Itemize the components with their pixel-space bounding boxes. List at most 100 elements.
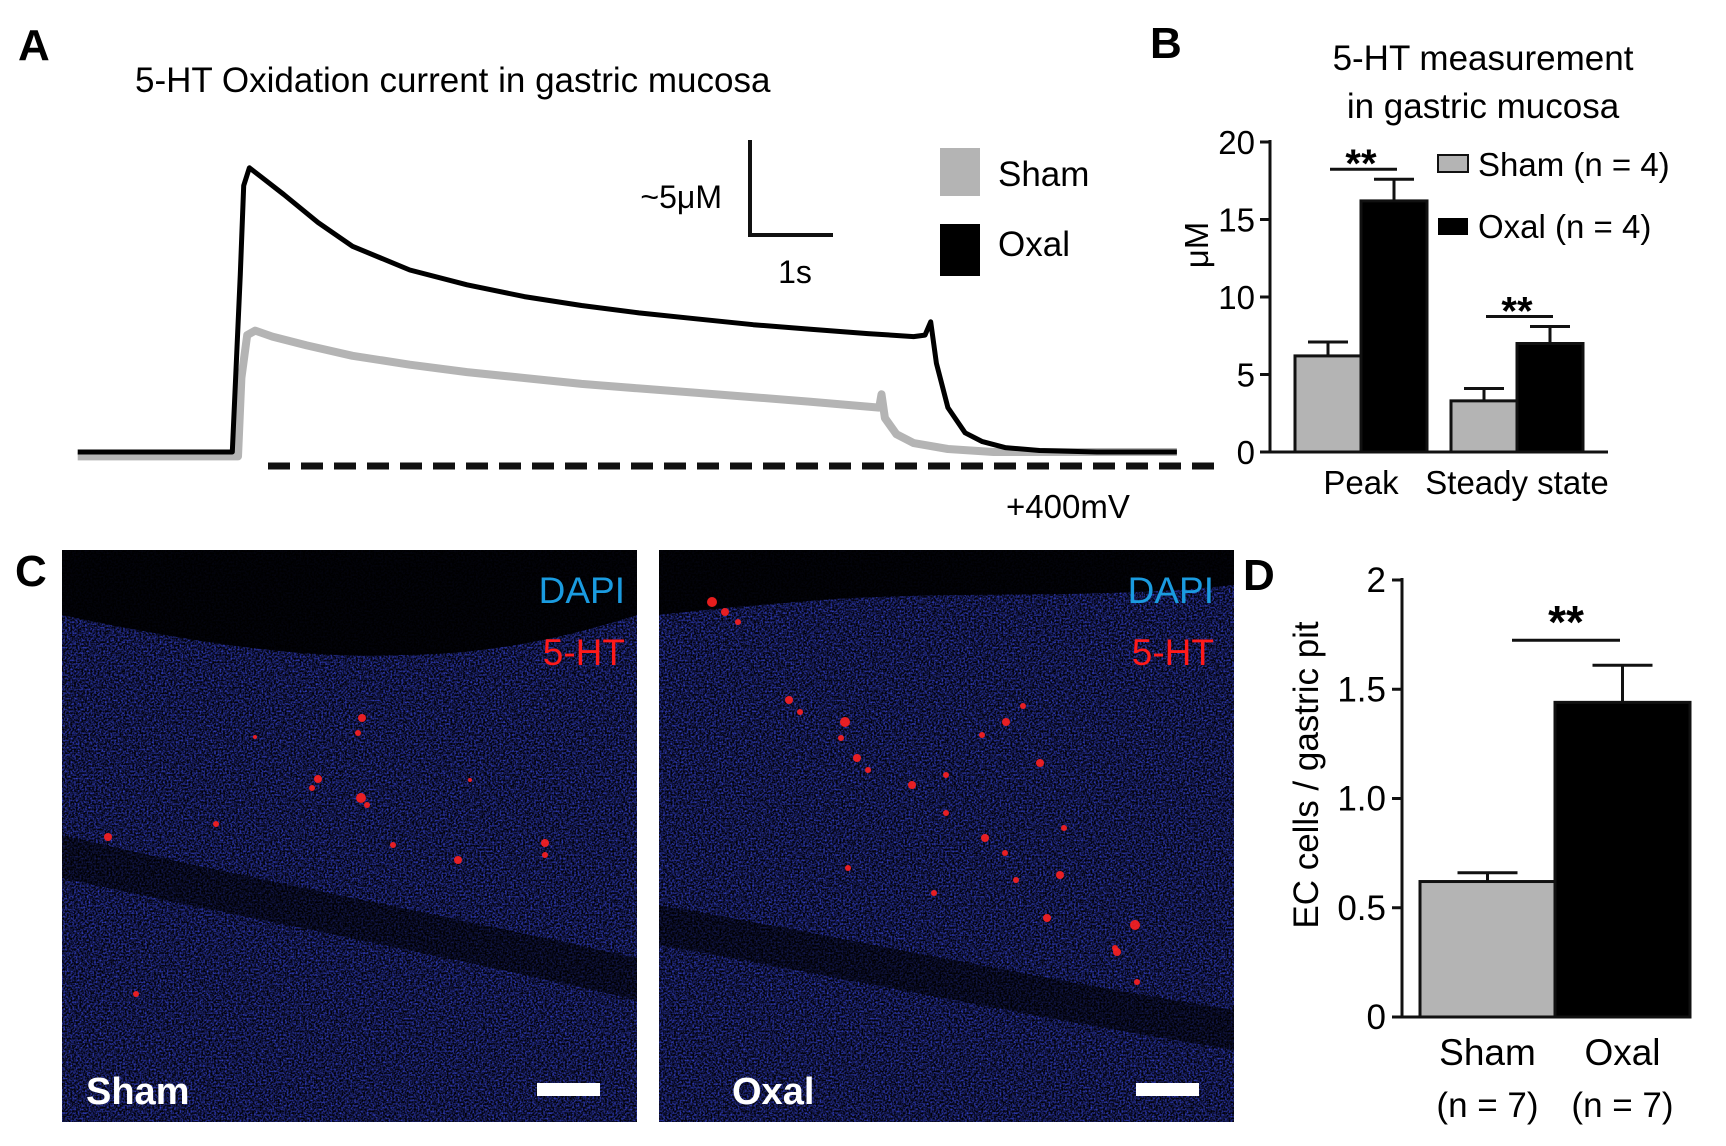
trace-plot: +400mV (77, 165, 1219, 525)
panel-b-ylabel: μM (1178, 222, 1215, 269)
5ht-cell (785, 696, 793, 704)
legend-b-oxal-label: Oxal (n = 4) (1478, 208, 1651, 245)
bar-chart-b: 0 5 10 15 20 Peak ** Steady state ** (1218, 124, 1608, 501)
5ht-cell (1112, 945, 1118, 951)
legend-a: Sham Oxal (940, 148, 1089, 276)
d-y-tick-label: 0.5 (1337, 889, 1386, 928)
micrograph-sham-5ht-label: 5-HT (543, 632, 625, 673)
5ht-cell (133, 991, 139, 997)
5ht-cell (364, 802, 370, 808)
5ht-cell (1002, 718, 1010, 726)
panel-d: D 0 0.5 1.0 1.5 2 Sham (n = 7) Oxal (n = 7) ** EC… (1243, 551, 1692, 1125)
trace-sham (77, 326, 1177, 461)
panel-c-letter: C (15, 547, 47, 596)
bar-chart-d: 0 0.5 1.0 1.5 2 Sham (n = 7) Oxal (n = 7) ** (1337, 561, 1692, 1125)
5ht-cell (454, 856, 462, 864)
5ht-cell (1134, 979, 1140, 985)
d-category-n: (n = 7) (1436, 1086, 1538, 1125)
5ht-cell (931, 890, 937, 896)
5ht-cell (542, 852, 548, 858)
d-y-tick-label: 0 (1367, 998, 1386, 1037)
legend-a-sham-label: Sham (998, 155, 1089, 194)
5ht-cell (1002, 850, 1008, 856)
micrograph-oxal-dapi-label: DAPI (1128, 570, 1214, 611)
micrograph-oxal-5ht-cells (707, 597, 1140, 985)
5ht-cell (979, 732, 985, 738)
d-category-n: (n = 7) (1571, 1086, 1673, 1125)
micrograph-sham-submucosa-band (62, 835, 637, 1000)
5ht-cell (845, 865, 851, 871)
5ht-cell (358, 714, 366, 722)
panel-a-title: 5-HT Oxidation current in gastric mucosa (135, 61, 771, 100)
b-significance-stars: ** (1501, 289, 1533, 333)
5ht-cell (309, 785, 315, 791)
panel-b-letter: B (1150, 19, 1182, 68)
legend-a-sham-swatch (940, 148, 980, 196)
b-y-tick-label: 5 (1237, 357, 1255, 394)
scale-bar: ~5μM 1s (640, 140, 833, 290)
b-category-label: Peak (1323, 464, 1399, 501)
micrograph-oxal-scale-bar (1136, 1083, 1199, 1096)
b-bar-oxal-1 (1515, 342, 1585, 454)
stimulus-label: +400mV (1006, 488, 1130, 525)
b-y-tick-label: 20 (1218, 124, 1255, 161)
micrograph-sham-scale-bar (537, 1083, 600, 1096)
b-bar-oxal-0 (1359, 199, 1429, 454)
panel-d-ylabel: EC cells / gastric pit (1287, 621, 1326, 929)
5ht-cell (735, 619, 741, 625)
legend-a-oxal-label: Oxal (998, 225, 1070, 264)
b-y-tick-label: 0 (1237, 434, 1255, 471)
5ht-cell (908, 781, 916, 789)
b-y-tick-label: 10 (1218, 279, 1255, 316)
5ht-cell (853, 754, 861, 762)
5ht-cell (838, 735, 844, 741)
5ht-cell (1130, 920, 1140, 930)
panel-b: B 5-HT measurement in gastric mucosa 0 5 1… (1150, 19, 1670, 501)
scale-bar-time-label: 1s (778, 254, 812, 290)
5ht-cell (468, 778, 472, 782)
d-significance-stars: ** (1548, 596, 1584, 648)
legend-b-sham-swatch (1437, 154, 1469, 173)
panel-d-letter: D (1243, 551, 1275, 600)
5ht-cell (213, 821, 219, 827)
5ht-cell (840, 717, 850, 727)
panel-a: A 5-HT Oxidation current in gastric muco… (18, 21, 1219, 525)
micrograph-sham-dapi-label: DAPI (539, 570, 625, 611)
micrograph-oxal-5ht-label: 5-HT (1132, 632, 1214, 673)
5ht-cell (253, 735, 257, 739)
5ht-cell (1043, 914, 1051, 922)
5ht-cell (981, 834, 989, 842)
micrograph-oxal-group-label: Oxal (732, 1071, 814, 1113)
micrograph-oxal-lumen (659, 550, 1234, 615)
b-category-label: Steady state (1425, 464, 1608, 501)
5ht-cell (390, 842, 396, 848)
b-bar-sham-0 (1293, 354, 1363, 454)
5ht-cell (1020, 703, 1026, 709)
trace-oxal (77, 165, 1177, 455)
legend-a-oxal-swatch (940, 224, 980, 276)
legend-b: Sham (n = 4) Oxal (n = 4) (1437, 146, 1670, 245)
b-y-tick-label: 15 (1218, 202, 1255, 239)
micrograph-sham: DAPI 5-HT Sham (62, 550, 637, 1122)
panel-b-title-line-1: 5-HT measurement (1333, 39, 1634, 78)
5ht-cell (1061, 825, 1067, 831)
5ht-cell (865, 767, 871, 773)
d-y-tick-label: 2 (1367, 561, 1386, 600)
panel-b-title-line-2: in gastric mucosa (1347, 87, 1620, 126)
5ht-cell (721, 608, 729, 616)
d-y-tick-label: 1.0 (1337, 780, 1386, 819)
5ht-cell (314, 775, 322, 783)
panel-a-letter: A (18, 21, 50, 70)
panel-c: C DAPI 5-HT Sham DAPI 5-HT Oxal (15, 547, 1234, 1122)
5ht-cell (104, 833, 112, 841)
5ht-cell (1036, 759, 1044, 767)
legend-b-sham-label: Sham (n = 4) (1478, 146, 1670, 183)
5ht-cell (355, 730, 361, 736)
d-category-label: Sham (1439, 1032, 1536, 1073)
5ht-cell (797, 709, 803, 715)
micrograph-oxal: DAPI 5-HT Oxal (659, 550, 1234, 1122)
5ht-cell (707, 597, 717, 607)
5ht-cell (356, 793, 366, 803)
b-significance-stars: ** (1345, 142, 1377, 186)
